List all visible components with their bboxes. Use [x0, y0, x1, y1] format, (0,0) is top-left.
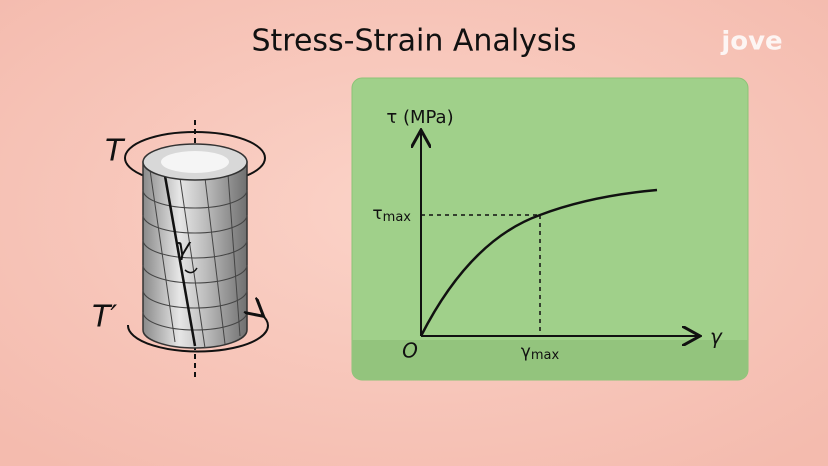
torque-label: T′: [92, 300, 117, 335]
curve: [419, 188, 658, 337]
title: Stress-Strain Analysis: [251, 24, 576, 59]
subscript: max: [383, 210, 412, 225]
symbol: τ: [372, 204, 382, 224]
symbol: γ: [521, 342, 531, 362]
angle-arc: [184, 267, 198, 274]
graph: τ (MPa) γ O τmax γmax: [351, 77, 749, 381]
cylinder-body: [142, 161, 248, 349]
logo: jove: [720, 27, 782, 57]
torque-arrow: [126, 315, 269, 353]
cylinder-hole: [161, 151, 229, 173]
specimen: T T′ γ: [92, 120, 269, 380]
twist-line: [163, 175, 197, 347]
subscript: max: [531, 348, 560, 363]
origin-label: O: [402, 339, 418, 363]
y-axis-label: τ (MPa): [386, 107, 453, 128]
angle-label: γ: [176, 233, 192, 261]
grid: [142, 169, 248, 349]
x-axis-label: γ: [710, 325, 723, 349]
tau-max-label: τmax: [372, 204, 411, 225]
panel-strip: [352, 340, 748, 380]
torque-label: T: [105, 134, 126, 169]
gamma-max-label: γmax: [521, 342, 560, 363]
